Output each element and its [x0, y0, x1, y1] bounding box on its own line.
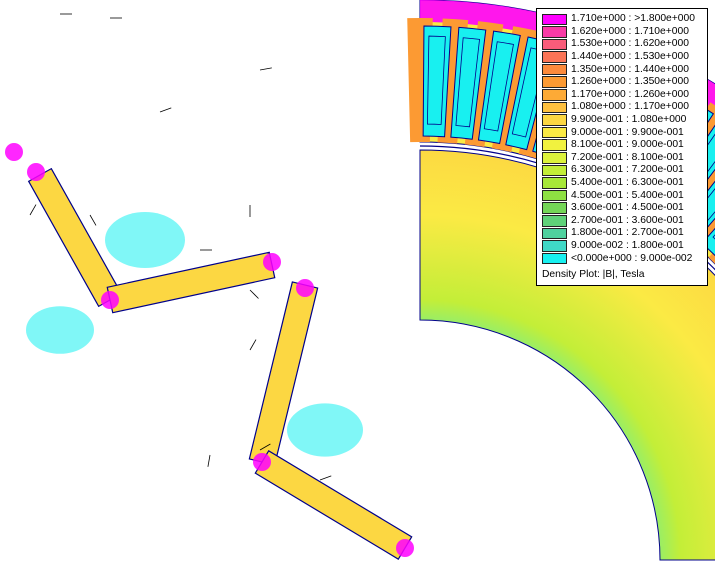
legend-row: 1.620e+000 : 1.710e+000 [542, 26, 703, 39]
flux-arrow [249, 289, 259, 299]
stator-slot [450, 26, 487, 140]
legend-row: 9.900e-001 : 1.080e+000 [542, 114, 703, 127]
legend-row: 4.500e-001 : 5.400e-001 [542, 189, 703, 202]
flux-direction-arrows [29, 13, 332, 481]
permanent-magnets [27, 167, 413, 560]
legend-swatch [542, 139, 567, 152]
legend-range-label: 1.530e+000 : 1.620e+000 [571, 38, 689, 50]
legend-range-label: 5.400e-001 : 6.300e-001 [571, 177, 684, 189]
magnet-pole2-right [254, 450, 413, 560]
legend-range-label: 2.700e-001 : 3.600e-001 [571, 214, 684, 226]
saturation-spots [5, 143, 414, 557]
legend-row: 1.170e+000 : 1.260e+000 [542, 89, 703, 102]
legend-row: 1.710e+000 : >1.800e+000 [542, 13, 703, 26]
legend-row: 1.530e+000 : 1.620e+000 [542, 38, 703, 51]
legend-row: 1.800e-001 : 2.700e-001 [542, 227, 703, 240]
legend-swatch [542, 114, 567, 126]
saturation-spot [296, 279, 314, 297]
low-flux-regions [26, 212, 363, 457]
legend-range-label: 9.000e-001 : 9.900e-001 [571, 126, 684, 138]
low-flux-spot [105, 212, 185, 268]
legend-row: 1.080e+000 : 1.170e+000 [542, 101, 703, 114]
legend-range-label: 1.350e+000 : 1.440e+000 [571, 63, 689, 75]
legend-row: 8.100e-001 : 9.000e-001 [542, 139, 703, 152]
legend-swatch [542, 215, 567, 227]
flux-arrow [249, 339, 257, 351]
legend-swatch [542, 240, 567, 252]
legend-row: 2.700e-001 : 3.600e-001 [542, 215, 703, 228]
legend-swatch [542, 13, 567, 26]
legend-range-label: 4.500e-001 : 5.400e-001 [571, 189, 684, 201]
low-flux-spot [287, 403, 363, 457]
legend-range-label: 1.260e+000 : 1.350e+000 [571, 76, 689, 88]
legend-swatch [542, 202, 567, 214]
flux-arrow [207, 454, 211, 467]
coil-outline [483, 41, 514, 132]
flux-arrow [259, 443, 271, 451]
legend-row: 5.400e-001 : 6.300e-001 [542, 177, 703, 190]
legend-swatch [542, 51, 567, 63]
legend-swatch [542, 177, 567, 189]
legend-swatch [542, 189, 567, 202]
legend-range-label: 1.620e+000 : 1.710e+000 [571, 25, 689, 37]
legend-swatch [542, 227, 567, 240]
legend-caption: Density Plot: |B|, Tesla [542, 268, 645, 280]
flux-arrow [29, 204, 37, 216]
saturation-spot [27, 163, 45, 181]
legend-swatch [542, 63, 567, 76]
legend-range-label: 9.000e-002 : 1.800e-001 [571, 239, 684, 251]
legend-range-label: 6.300e-001 : 7.200e-001 [571, 164, 684, 176]
legend-swatch [542, 164, 567, 177]
legend-range-label: 1.170e+000 : 1.260e+000 [571, 88, 689, 100]
flux-arrow [319, 475, 332, 481]
flux-arrow [159, 107, 172, 113]
stator-slot [422, 25, 452, 138]
coil-outline [427, 35, 446, 125]
legend-row: 9.000e-002 : 1.800e-001 [542, 240, 703, 253]
legend-row: 7.200e-001 : 8.100e-001 [542, 152, 703, 165]
saturation-spot [253, 453, 271, 471]
legend-row: 1.350e+000 : 1.440e+000 [542, 63, 703, 76]
saturation-spot [263, 253, 281, 271]
flux-arrow [259, 67, 272, 71]
legend-row: 9.000e-001 : 9.900e-001 [542, 126, 703, 139]
stator-slot [477, 30, 521, 145]
legend-range-label: 1.440e+000 : 1.530e+000 [571, 51, 689, 63]
legend-range-label: 1.080e+000 : 1.170e+000 [571, 101, 689, 113]
saturation-spot [101, 291, 119, 309]
legend-range-label: 7.200e-001 : 8.100e-001 [571, 151, 684, 163]
low-flux-spot [26, 306, 94, 354]
saturation-spot [396, 539, 414, 557]
legend-rows: 1.710e+000 : >1.800e+000 1.620e+000 : 1.7… [542, 13, 703, 265]
saturation-spot [5, 143, 23, 161]
legend-swatch [542, 101, 567, 114]
flux-arrow [89, 214, 97, 226]
legend-range-label: 9.900e-001 : 1.080e+000 [571, 114, 687, 126]
legend-row: 3.600e-001 : 4.500e-001 [542, 202, 703, 215]
legend-swatch [542, 26, 567, 38]
legend-swatch [542, 38, 567, 51]
legend-range-label: 1.710e+000 : >1.800e+000 [571, 13, 695, 25]
legend-range-label: 3.600e-001 : 4.500e-001 [571, 202, 684, 214]
coil-outline [455, 37, 480, 128]
legend-row: 1.260e+000 : 1.350e+000 [542, 76, 703, 89]
legend-row: 6.300e-001 : 7.200e-001 [542, 164, 703, 177]
legend-swatch [542, 76, 567, 89]
legend-swatch [542, 89, 567, 101]
legend-swatch [542, 126, 567, 139]
air-gap [419, 145, 715, 271]
legend-range-label: 1.800e-001 : 2.700e-001 [571, 227, 684, 239]
coil-outline [712, 234, 715, 240]
legend-swatch [542, 152, 567, 164]
legend: 1.710e+000 : >1.800e+000 1.620e+000 : 1.7… [536, 8, 708, 286]
legend-swatch [542, 252, 567, 265]
legend-row: <0.000e+000 : 9.000e-002 [542, 252, 703, 265]
legend-row: 1.440e+000 : 1.530e+000 [542, 51, 703, 64]
legend-range-label: <0.000e+000 : 9.000e-002 [571, 252, 693, 264]
legend-range-label: 8.100e-001 : 9.000e-001 [571, 139, 684, 151]
